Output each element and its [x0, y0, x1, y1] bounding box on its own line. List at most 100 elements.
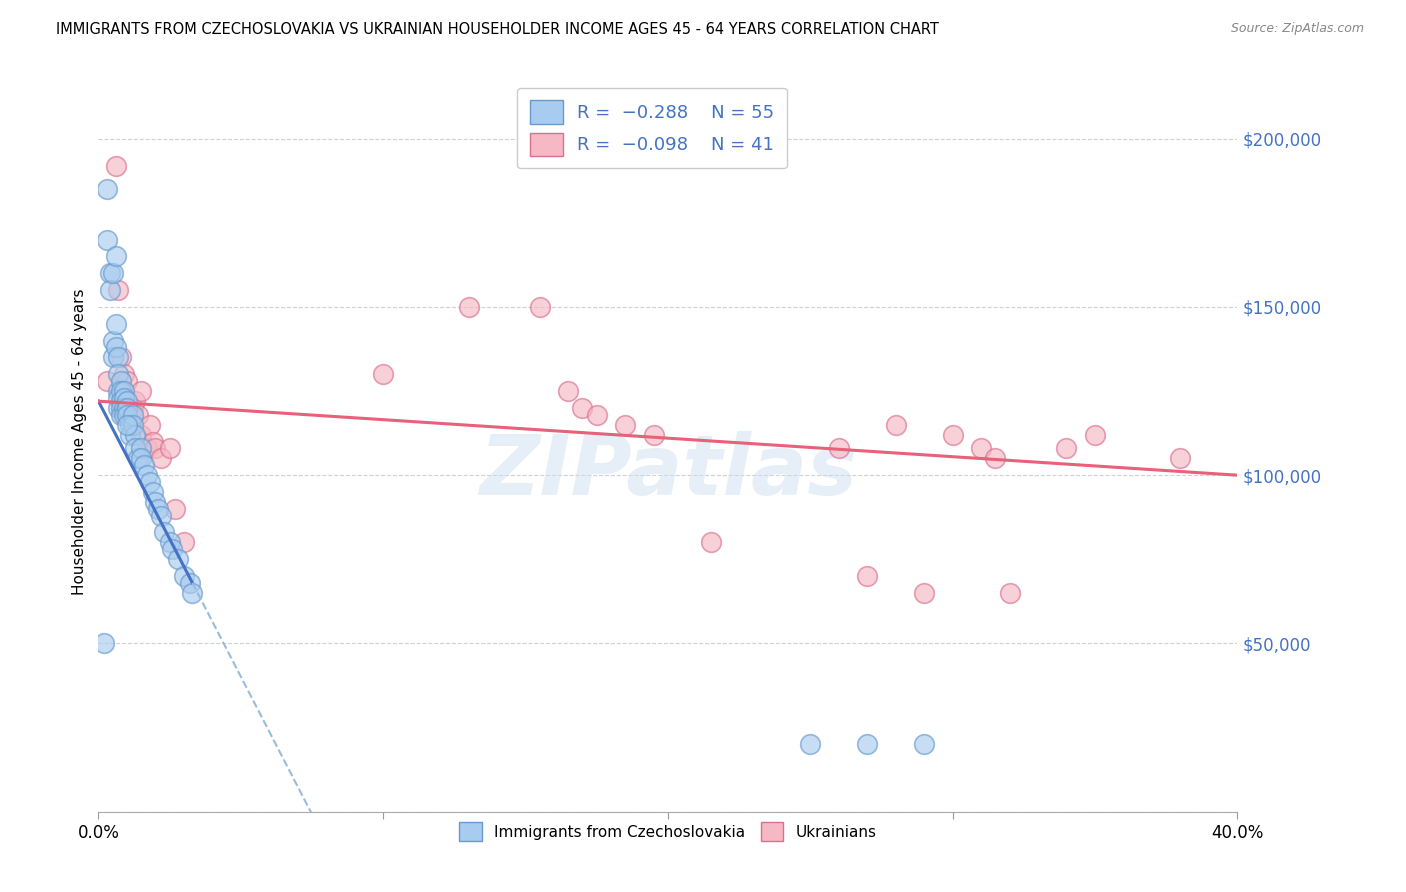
Point: [912, 738, 935, 752]
Point: [127, 451, 149, 466]
Point: [104, 317, 127, 331]
Point: [104, 340, 127, 354]
Text: ZIPatlas: ZIPatlas: [479, 431, 856, 512]
Point: [150, 451, 173, 466]
Point: [110, 384, 132, 398]
Point: [145, 495, 167, 509]
Point: [115, 374, 138, 388]
Point: [1084, 427, 1107, 442]
Point: [107, 384, 129, 398]
Point: [96, 233, 118, 247]
Point: [138, 417, 160, 432]
Point: [135, 468, 157, 483]
Point: [110, 408, 132, 422]
Point: [912, 586, 935, 600]
Point: [107, 391, 129, 405]
Point: [998, 586, 1021, 600]
Point: [112, 391, 135, 405]
Point: [557, 384, 579, 398]
Point: [115, 394, 138, 409]
Point: [173, 535, 195, 549]
Point: [107, 351, 129, 365]
Point: [129, 427, 152, 442]
Point: [138, 475, 160, 489]
Text: IMMIGRANTS FROM CZECHOSLOVAKIA VS UKRAINIAN HOUSEHOLDER INCOME AGES 45 - 64 YEAR: IMMIGRANTS FROM CZECHOSLOVAKIA VS UKRAIN…: [56, 22, 939, 37]
Point: [529, 300, 551, 314]
Point: [179, 575, 201, 590]
Point: [373, 368, 395, 382]
Point: [799, 738, 821, 752]
Point: [167, 552, 190, 566]
Point: [145, 442, 167, 456]
Point: [571, 401, 593, 415]
Point: [110, 394, 132, 409]
Point: [699, 535, 721, 549]
Point: [101, 351, 124, 365]
Point: [856, 569, 879, 583]
Point: [118, 408, 141, 422]
Point: [110, 401, 132, 415]
Point: [141, 434, 163, 449]
Point: [124, 394, 146, 409]
Point: [107, 401, 129, 415]
Point: [115, 401, 138, 415]
Point: [107, 283, 129, 297]
Point: [101, 334, 124, 348]
Point: [104, 250, 127, 264]
Point: [96, 182, 118, 196]
Point: [585, 408, 607, 422]
Point: [129, 442, 152, 456]
Point: [112, 384, 135, 398]
Point: [150, 508, 173, 523]
Point: [1170, 451, 1192, 466]
Point: [457, 300, 479, 314]
Point: [165, 501, 187, 516]
Point: [141, 485, 163, 500]
Point: [159, 442, 181, 456]
Point: [148, 501, 170, 516]
Point: [96, 374, 118, 388]
Point: [121, 417, 143, 432]
Point: [132, 458, 155, 472]
Point: [112, 401, 135, 415]
Point: [121, 408, 143, 422]
Point: [970, 442, 993, 456]
Point: [124, 427, 146, 442]
Point: [614, 417, 637, 432]
Point: [115, 417, 138, 432]
Point: [112, 368, 135, 382]
Point: [942, 427, 965, 442]
Point: [124, 442, 146, 456]
Point: [643, 427, 665, 442]
Point: [159, 535, 181, 549]
Point: [93, 636, 115, 650]
Point: [121, 401, 143, 415]
Point: [110, 374, 132, 388]
Point: [856, 738, 879, 752]
Point: [1056, 442, 1078, 456]
Point: [118, 417, 141, 432]
Point: [98, 266, 121, 280]
Y-axis label: Householder Income Ages 45 - 64 years: Householder Income Ages 45 - 64 years: [72, 288, 87, 595]
Point: [884, 417, 907, 432]
Point: [115, 408, 138, 422]
Point: [107, 368, 129, 382]
Legend: Immigrants from Czechoslovakia, Ukrainians: Immigrants from Czechoslovakia, Ukrainia…: [451, 814, 884, 848]
Point: [135, 442, 157, 456]
Point: [181, 586, 204, 600]
Point: [173, 569, 195, 583]
Point: [129, 384, 152, 398]
Point: [110, 351, 132, 365]
Point: [104, 159, 127, 173]
Point: [112, 408, 135, 422]
Point: [115, 401, 138, 415]
Point: [98, 283, 121, 297]
Point: [118, 427, 141, 442]
Point: [162, 542, 184, 557]
Text: Source: ZipAtlas.com: Source: ZipAtlas.com: [1230, 22, 1364, 36]
Point: [828, 442, 851, 456]
Point: [101, 266, 124, 280]
Point: [127, 408, 149, 422]
Point: [153, 525, 176, 540]
Point: [984, 451, 1007, 466]
